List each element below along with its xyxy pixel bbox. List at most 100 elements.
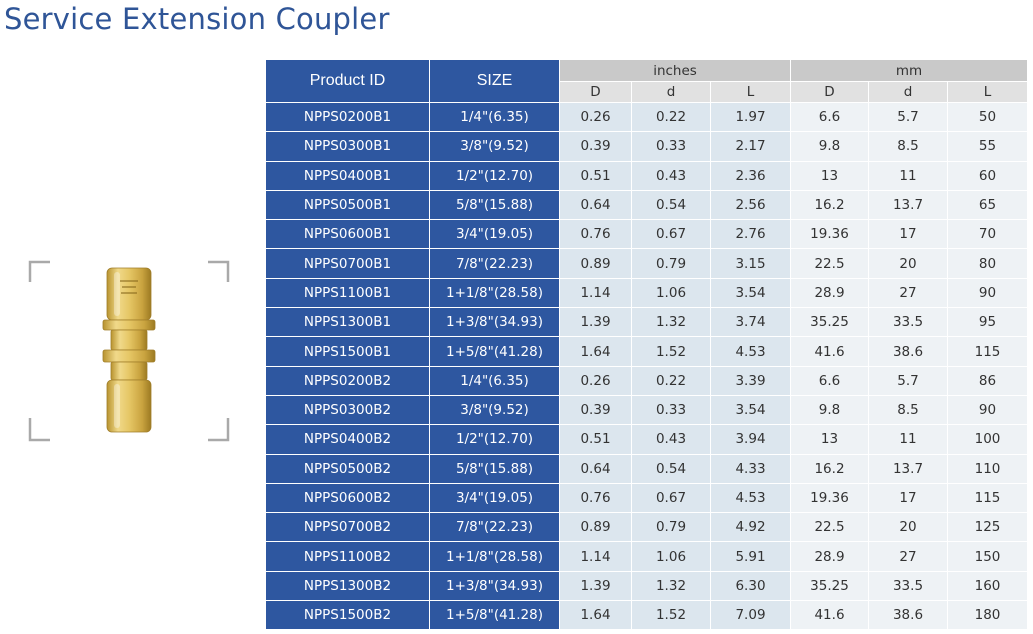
mm-L-cell: 90 — [946, 394, 1029, 426]
inch-L-cell: 3.39 — [710, 365, 791, 396]
mm-D-cell: 22.5 — [790, 512, 869, 543]
size-cell: 1+1/8"(28.58) — [429, 277, 560, 309]
mm-L-cell: 70 — [946, 219, 1029, 250]
product-id-cell: NPPS1500B2 — [265, 600, 430, 631]
inch-d-cell: 0.67 — [631, 219, 711, 250]
col-header-product-id: Product ID — [265, 59, 430, 103]
inch-D-cell: 1.64 — [559, 600, 632, 631]
product-id-cell: NPPS0600B2 — [265, 482, 430, 514]
mm-L-cell: 86 — [946, 365, 1029, 396]
table-row: NPPS0600B1 3/4"(19.05) 0.76 0.67 2.76 19.36 17… — [265, 219, 1029, 250]
mm-D-cell: 19.36 — [790, 482, 869, 514]
mm-L-cell: 60 — [946, 160, 1029, 191]
mm-D-cell: 9.8 — [790, 131, 869, 162]
inch-L-cell: 2.36 — [710, 160, 791, 191]
product-id-cell: NPPS1300B1 — [265, 307, 430, 338]
inch-L-cell: 3.94 — [710, 424, 791, 455]
mm-d-cell: 5.7 — [868, 101, 948, 133]
product-id-cell: NPPS0700B1 — [265, 248, 430, 279]
table-row: NPPS0400B1 1/2"(12.70) 0.51 0.43 2.36 13 11 60 — [265, 160, 1029, 191]
mm-L-cell: 55 — [946, 131, 1029, 162]
mm-L-cell: 80 — [946, 248, 1029, 279]
inch-D-cell: 0.51 — [559, 160, 632, 191]
mm-D-cell: 9.8 — [790, 394, 869, 426]
col-header-mm-d: d — [868, 81, 948, 103]
inch-D-cell: 0.64 — [559, 189, 632, 221]
size-cell: 1+3/8"(34.93) — [429, 570, 560, 602]
inch-d-cell: 1.06 — [631, 541, 711, 572]
mm-D-cell: 35.25 — [790, 570, 869, 602]
table-body: NPPS0200B1 1/4"(6.35) 0.26 0.22 1.97 6.6 5.7 50… — [265, 101, 1029, 631]
size-cell: 1/2"(12.70) — [429, 424, 560, 455]
mm-d-cell: 11 — [868, 160, 948, 191]
inch-D-cell: 0.76 — [559, 482, 632, 514]
mm-d-cell: 33.5 — [868, 307, 948, 338]
mm-d-cell: 13.7 — [868, 189, 948, 221]
mm-d-cell: 8.5 — [868, 394, 948, 426]
mm-D-cell: 28.9 — [790, 277, 869, 309]
product-id-cell: NPPS0200B2 — [265, 365, 430, 396]
inch-D-cell: 0.39 — [559, 131, 632, 162]
mm-L-cell: 115 — [946, 336, 1029, 367]
inch-d-cell: 0.79 — [631, 248, 711, 279]
col-header-size: SIZE — [429, 59, 560, 103]
inch-D-cell: 1.14 — [559, 541, 632, 572]
product-id-cell: NPPS1300B2 — [265, 570, 430, 602]
size-cell: 1/4"(6.35) — [429, 101, 560, 133]
mm-D-cell: 6.6 — [790, 101, 869, 133]
mm-d-cell: 27 — [868, 277, 948, 309]
product-id-cell: NPPS1100B2 — [265, 541, 430, 572]
brass-coupler-image — [28, 260, 230, 442]
inch-D-cell: 0.64 — [559, 453, 632, 484]
mm-L-cell: 180 — [946, 600, 1029, 631]
inch-L-cell: 4.53 — [710, 482, 791, 514]
table-row: NPPS0300B1 3/8"(9.52) 0.39 0.33 2.17 9.8 8.5 55 — [265, 131, 1029, 162]
col-header-mm-L: L — [946, 81, 1029, 103]
table-row: NPPS0300B2 3/8"(9.52) 0.39 0.33 3.54 9.8 8.5 90 — [265, 394, 1029, 426]
product-id-cell: NPPS0300B2 — [265, 394, 430, 426]
inch-L-cell: 2.17 — [710, 131, 791, 162]
table-row: NPPS1500B1 1+5/8"(41.28) 1.64 1.52 4.53 41.6 3… — [265, 336, 1029, 367]
mm-L-cell: 150 — [946, 541, 1029, 572]
inch-d-cell: 0.43 — [631, 424, 711, 455]
inch-d-cell: 0.67 — [631, 482, 711, 514]
mm-D-cell: 16.2 — [790, 453, 869, 484]
table-row: NPPS0200B1 1/4"(6.35) 0.26 0.22 1.97 6.6 5.7 50 — [265, 101, 1029, 133]
mm-L-cell: 160 — [946, 570, 1029, 602]
inch-d-cell: 0.33 — [631, 394, 711, 426]
mm-L-cell: 115 — [946, 482, 1029, 514]
inch-L-cell: 3.15 — [710, 248, 791, 279]
inch-d-cell: 1.06 — [631, 277, 711, 309]
product-id-cell: NPPS0300B1 — [265, 131, 430, 162]
spec-table: Product ID SIZE inches mm D d L D d L NP… — [265, 59, 1029, 631]
mm-d-cell: 27 — [868, 541, 948, 572]
mm-D-cell: 22.5 — [790, 248, 869, 279]
table-row: NPPS0200B2 1/4"(6.35) 0.26 0.22 3.39 6.6 5.7 86 — [265, 365, 1029, 396]
mm-D-cell: 6.6 — [790, 365, 869, 396]
col-header-mm-D: D — [790, 81, 869, 103]
inch-L-cell: 6.30 — [710, 570, 791, 602]
group-header-mm: mm — [789, 59, 1029, 82]
size-cell: 1/2"(12.70) — [429, 160, 560, 191]
size-cell: 1+5/8"(41.28) — [429, 600, 560, 631]
inch-d-cell: 1.52 — [631, 336, 711, 367]
mm-D-cell: 41.6 — [790, 600, 869, 631]
mm-D-cell: 41.6 — [790, 336, 869, 367]
product-id-cell: NPPS1100B1 — [265, 277, 430, 309]
size-cell: 1/4"(6.35) — [429, 365, 560, 396]
product-id-cell: NPPS0200B1 — [265, 101, 430, 133]
product-id-cell: NPPS0400B2 — [265, 424, 430, 455]
inch-L-cell: 2.56 — [710, 189, 791, 221]
size-cell: 1+3/8"(34.93) — [429, 307, 560, 338]
inch-L-cell: 4.92 — [710, 512, 791, 543]
size-cell: 7/8"(22.23) — [429, 248, 560, 279]
product-id-cell: NPPS0500B1 — [265, 189, 430, 221]
inch-L-cell: 5.91 — [710, 541, 791, 572]
table-row: NPPS1500B2 1+5/8"(41.28) 1.64 1.52 7.09 41.6 3… — [265, 600, 1029, 631]
size-cell: 1+5/8"(41.28) — [429, 336, 560, 367]
mm-D-cell: 13 — [790, 160, 869, 191]
inch-D-cell: 0.26 — [559, 101, 632, 133]
inch-L-cell: 7.09 — [710, 600, 791, 631]
table-row: NPPS0500B1 5/8"(15.88) 0.64 0.54 2.56 16.2 13.… — [265, 189, 1029, 221]
table-row: NPPS1300B2 1+3/8"(34.93) 1.39 1.32 6.30 35.25… — [265, 570, 1029, 602]
